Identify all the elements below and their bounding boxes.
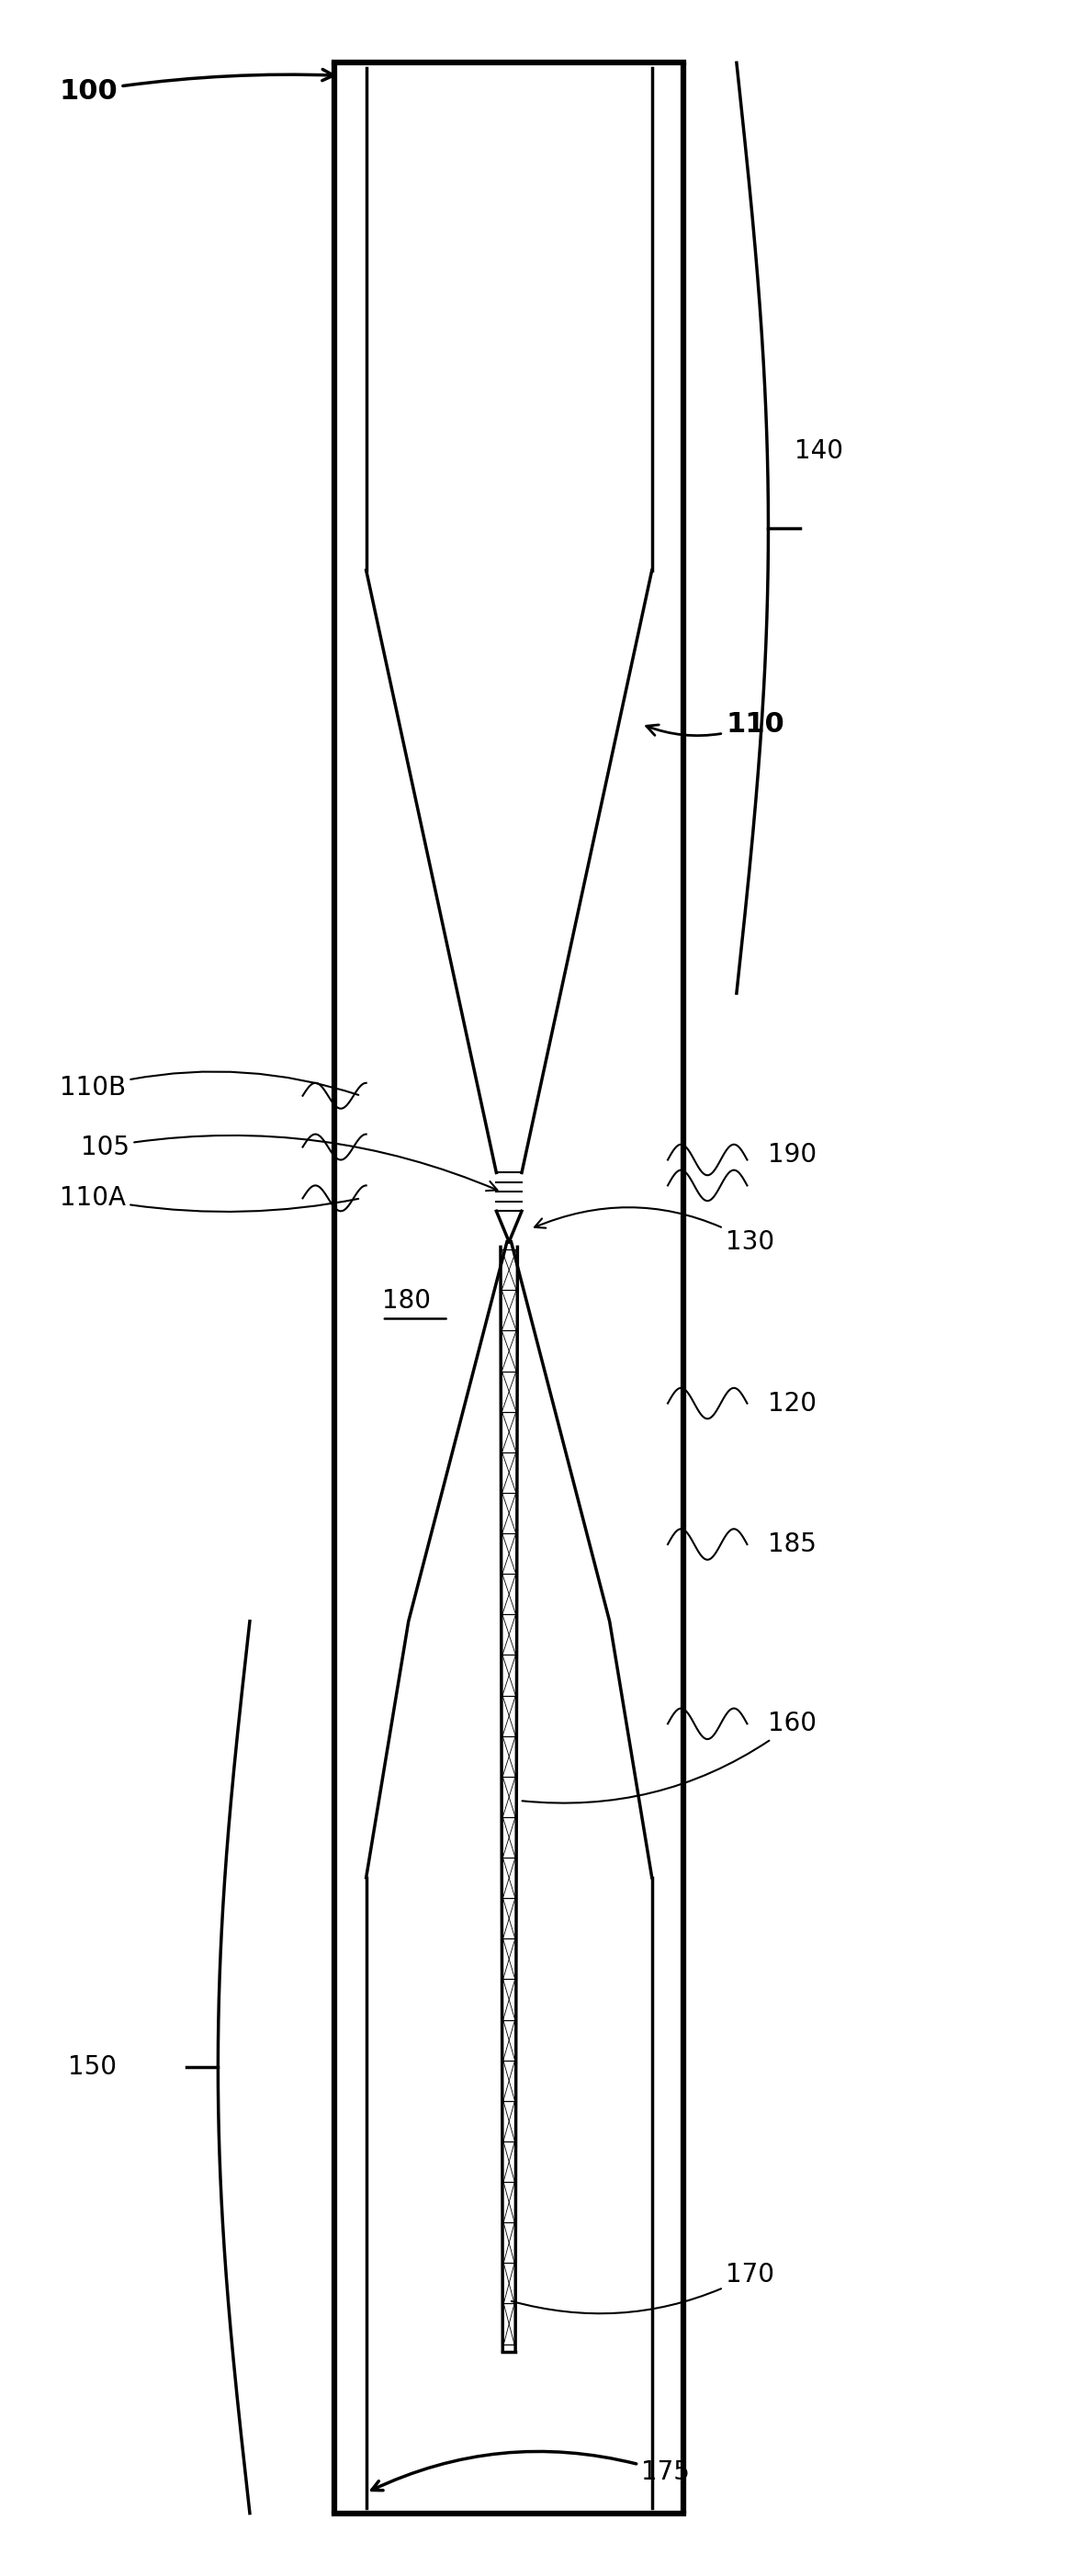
Text: 140: 140 xyxy=(795,438,844,464)
Text: 190: 190 xyxy=(768,1141,817,1167)
Text: 120: 120 xyxy=(768,1391,817,1417)
Text: 180: 180 xyxy=(382,1288,431,1314)
Text: 105: 105 xyxy=(80,1133,497,1190)
Text: 185: 185 xyxy=(768,1533,817,1556)
Text: 130: 130 xyxy=(534,1208,774,1255)
Text: 110B: 110B xyxy=(59,1072,359,1100)
Text: 175: 175 xyxy=(372,2452,690,2491)
Text: 160: 160 xyxy=(523,1710,817,1803)
Text: 110A: 110A xyxy=(59,1185,359,1211)
Text: 170: 170 xyxy=(512,2262,774,2313)
Text: 150: 150 xyxy=(67,2056,117,2079)
Text: 110: 110 xyxy=(647,711,785,737)
Text: 100: 100 xyxy=(59,70,333,103)
